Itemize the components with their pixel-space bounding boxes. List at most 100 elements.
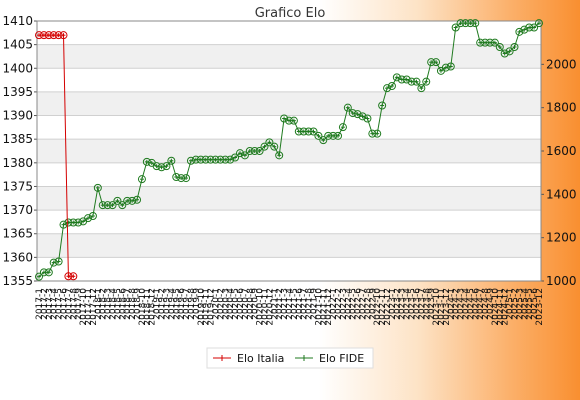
x-tick-label: 2022-1 bbox=[329, 288, 339, 320]
legend-box bbox=[206, 347, 374, 369]
x-tick-label: 2020-9 bbox=[251, 288, 261, 320]
elo-fide-point bbox=[133, 195, 142, 204]
x-tick-label: 2018-1 bbox=[94, 288, 104, 320]
elo-fide-point bbox=[84, 214, 93, 223]
chart-title: Grafico Elo bbox=[255, 6, 326, 21]
x-tick-label: 2023-12 bbox=[442, 288, 452, 326]
y-left-tick-label: 1410 bbox=[2, 14, 33, 28]
x-tick-label: 2017-8 bbox=[69, 288, 79, 320]
x-tick-label: 2021-9 bbox=[310, 288, 320, 320]
elo-fide-point bbox=[186, 156, 195, 165]
plot-frame bbox=[36, 20, 542, 282]
elo-fide-point bbox=[530, 23, 539, 32]
y-left-tick-label: 1385 bbox=[2, 132, 33, 146]
x-tick-label: 2021-3 bbox=[280, 288, 290, 320]
elo-fide-point bbox=[378, 101, 387, 110]
elo-fide-point bbox=[162, 162, 171, 171]
x-tick-label: 2020-11 bbox=[260, 288, 270, 326]
elo-fide-point bbox=[402, 75, 411, 84]
x-tick-label: 2024-8 bbox=[481, 288, 491, 320]
x-tick-label: 2019-3 bbox=[162, 288, 172, 320]
x-tick-label: 2018-4 bbox=[109, 288, 119, 320]
elo-fide-point bbox=[44, 268, 53, 277]
x-tick-label: 2023-5 bbox=[408, 288, 418, 320]
x-tick-label: 2017-11 bbox=[84, 288, 94, 326]
x-tick-label: 2017-2 bbox=[40, 288, 50, 320]
x-tick-label: 2025-3 bbox=[515, 288, 525, 320]
y-right-tick-label: 1400 bbox=[546, 187, 577, 201]
elo-fide-point bbox=[128, 196, 137, 205]
x-tick-label: 2019-1 bbox=[153, 288, 163, 320]
elo-fide-point bbox=[432, 58, 441, 67]
x-tick-label: 2017-3 bbox=[45, 288, 55, 320]
y-right-tick-label: 2000 bbox=[546, 57, 577, 71]
elo-fide-point bbox=[260, 142, 269, 151]
y-left-tick-label: 1360 bbox=[2, 250, 33, 264]
x-tick-label: 2022-6 bbox=[354, 288, 364, 320]
x-tick-label: 2022-8 bbox=[363, 288, 373, 320]
elo-fide-point bbox=[338, 123, 347, 132]
x-tick-label: 2021-10 bbox=[314, 288, 324, 326]
x-tick-label: 2024-5 bbox=[466, 288, 476, 320]
elo-fide-point bbox=[334, 131, 343, 140]
x-tick-label: 2021-6 bbox=[295, 288, 305, 320]
elo-fide-point bbox=[152, 162, 161, 171]
x-tick-label: 2019-7 bbox=[182, 288, 192, 320]
x-tick-label: 2022-10 bbox=[373, 288, 383, 326]
elo-fide-point bbox=[495, 43, 504, 51]
elo-fide-point bbox=[422, 77, 431, 86]
y-right-tick-label: 1200 bbox=[546, 231, 577, 245]
x-tick-label: 2023-10 bbox=[432, 288, 442, 326]
x-tick-label: 2019-2 bbox=[158, 288, 168, 320]
elo-fide-point bbox=[270, 142, 279, 151]
elo-fide-point bbox=[231, 153, 240, 162]
elo-fide-point bbox=[49, 258, 58, 267]
elo-fide-legend-label: Elo FIDE bbox=[319, 352, 364, 365]
x-tick-label: 2019-10 bbox=[197, 288, 207, 326]
x-tick-label: 2018-12 bbox=[148, 288, 158, 326]
elo-fide-point bbox=[412, 77, 421, 86]
x-tick-label: 2020-1 bbox=[211, 288, 221, 320]
y-right-tick-label: 1800 bbox=[546, 101, 577, 115]
elo-fide-point bbox=[535, 19, 543, 28]
x-tick-label: 2018-7 bbox=[123, 288, 133, 320]
elo-fide-point bbox=[167, 156, 176, 165]
elo-fide-point bbox=[255, 147, 264, 155]
x-tick-label: 2025-4 bbox=[520, 288, 530, 320]
elo-fide-point bbox=[451, 23, 460, 32]
x-tick-label: 2021-4 bbox=[285, 288, 295, 320]
x-tick-label: 2020-2 bbox=[216, 288, 226, 320]
x-tick-label: 2020-6 bbox=[236, 288, 246, 320]
x-tick-label: 2023-4 bbox=[403, 288, 413, 320]
x-tick-label: 2017-4 bbox=[50, 288, 60, 320]
x-tick-label: 2019-9 bbox=[192, 288, 202, 320]
y-left-tick-label: 1375 bbox=[2, 179, 33, 193]
x-tick-label: 2021-5 bbox=[290, 288, 300, 320]
x-tick-label: 2018-10 bbox=[138, 288, 148, 326]
elo-fide-point bbox=[137, 175, 146, 184]
x-tick-label: 2023-8 bbox=[422, 288, 432, 320]
elo-fide-point bbox=[74, 218, 83, 227]
x-tick-label: 2024-7 bbox=[476, 288, 486, 320]
x-tick-label: 2022-3 bbox=[339, 288, 349, 320]
x-tick-label: 2025-5 bbox=[525, 288, 535, 320]
y-left-tick-label: 1370 bbox=[2, 203, 33, 217]
x-tick-label: 2024-12 bbox=[501, 288, 511, 326]
y-left-tick-label: 1365 bbox=[2, 227, 33, 241]
elo-fide-point bbox=[441, 63, 450, 72]
x-tick-label: 2022-11 bbox=[378, 288, 388, 326]
elo-fide-point bbox=[275, 151, 284, 160]
grid-band bbox=[37, 139, 541, 163]
elo-fide-point bbox=[309, 127, 318, 136]
elo-fide-point bbox=[363, 114, 372, 123]
y-right-tick-label: 1600 bbox=[546, 144, 577, 158]
elo-fide-point bbox=[118, 201, 127, 210]
x-tick-label: 2017-12 bbox=[89, 288, 99, 326]
elo-fide-point bbox=[113, 196, 122, 205]
x-tick-label: 2018-8 bbox=[128, 288, 138, 320]
x-tick-label: 2021-11 bbox=[319, 288, 329, 326]
elo-italia-point bbox=[69, 272, 78, 281]
x-tick-label: 2017-9 bbox=[74, 288, 84, 320]
x-tick-label: 2019-11 bbox=[202, 288, 212, 326]
